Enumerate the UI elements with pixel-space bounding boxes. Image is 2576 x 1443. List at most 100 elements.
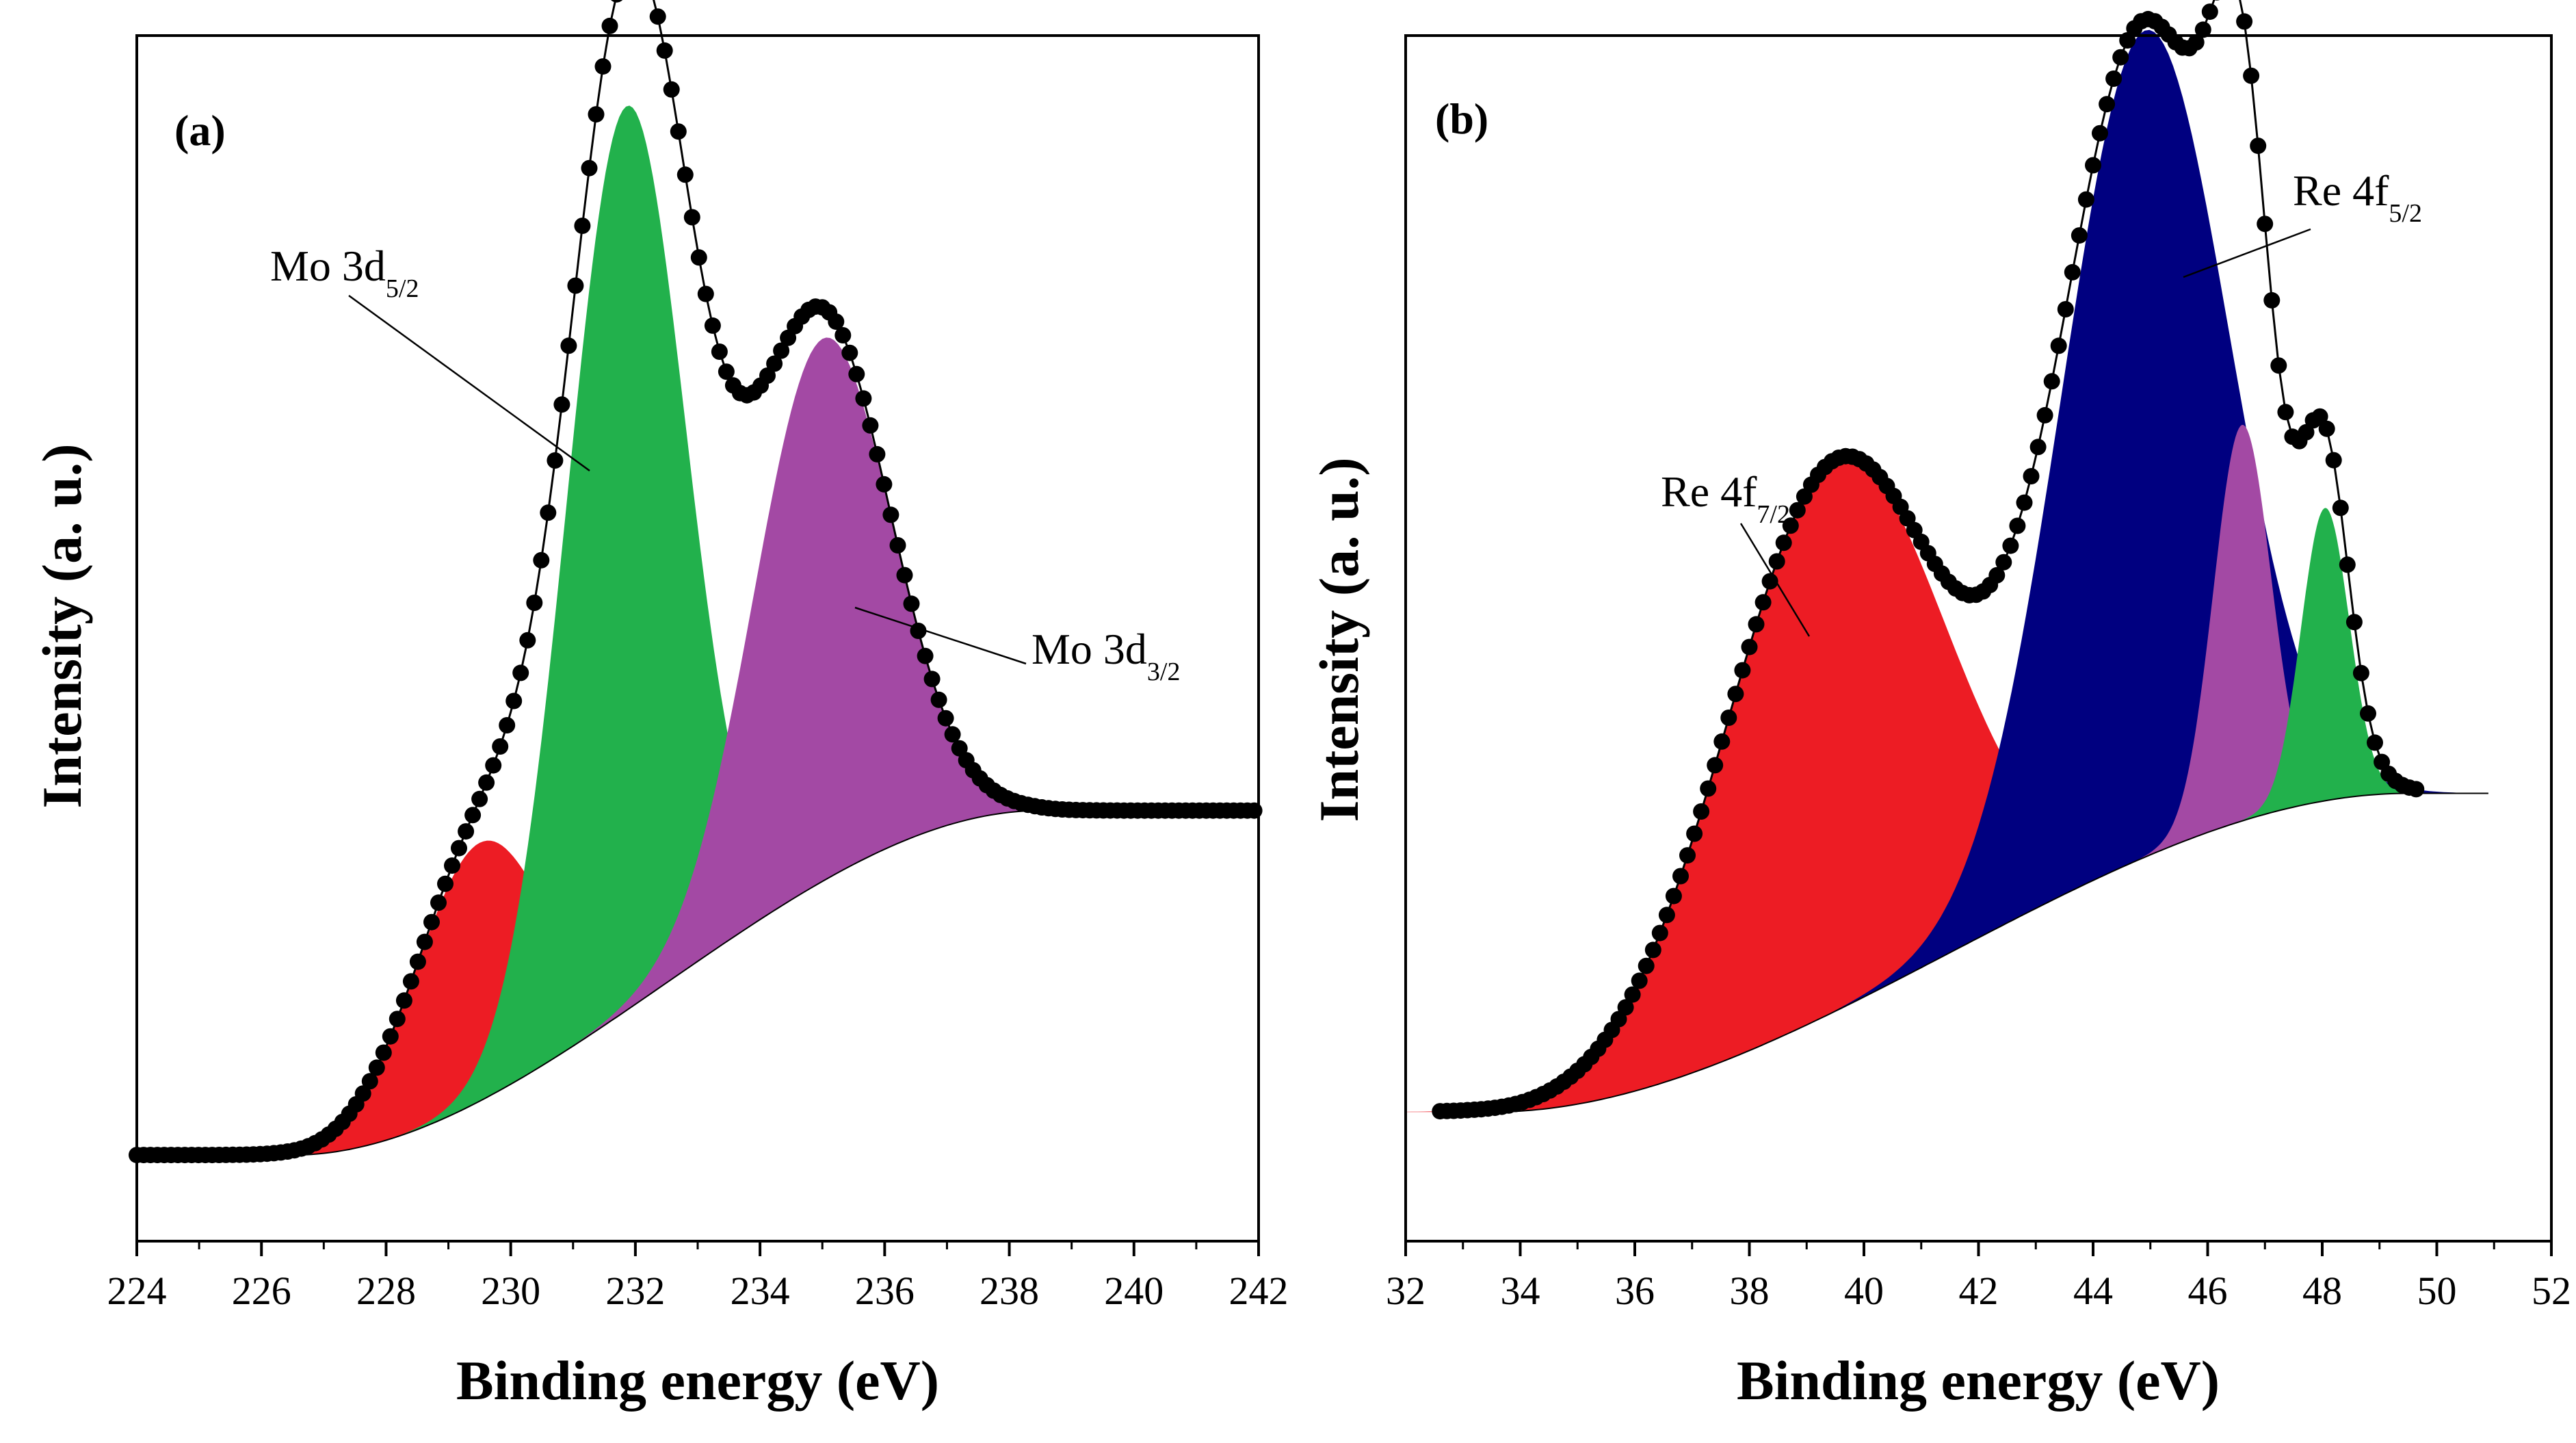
panel-b-peak-peak-green <box>2229 508 2421 825</box>
panel-b-plot-area <box>1406 0 2488 1120</box>
panel-b-data-point <box>1624 986 1641 1003</box>
panel-b-data-point <box>1651 924 1668 941</box>
panel-a-x-tick-label: 242 <box>1229 1269 1289 1313</box>
panel-a-x-tick-label: 232 <box>605 1269 665 1313</box>
panel-a-data-point <box>547 452 564 469</box>
panel-a-data-point <box>409 953 426 970</box>
panel-a-data-point <box>711 343 728 360</box>
panel-b-x-tick-label: 36 <box>1615 1269 1655 1313</box>
panel-a-data-point <box>485 757 502 774</box>
re-4f52-annotation: Re 4f5/2 <box>2293 166 2422 228</box>
panel-b-data-point <box>1720 710 1737 726</box>
panel-a-data-point <box>683 209 700 226</box>
panel-b-data-point <box>2339 556 2356 573</box>
panel-b-data-point <box>1707 757 1724 774</box>
panel-a-data-point <box>848 365 865 382</box>
panel-a-data-point <box>610 0 623 3</box>
panel-a-x-tick-label: 236 <box>855 1269 915 1313</box>
panel-a-data-point <box>697 285 714 302</box>
panel-b-data-point <box>2187 34 2205 51</box>
mo-3d52-annotation-subscript: 5/2 <box>386 274 419 303</box>
panel-a-data-point <box>458 823 475 840</box>
panel-b-data-point <box>1617 999 1634 1016</box>
panel-a-data-point <box>382 1028 399 1045</box>
panel-a-data-point <box>882 506 899 523</box>
panel-a-data-point <box>917 647 934 664</box>
panel-b-data-point <box>2105 70 2122 87</box>
panel-a-data-point <box>540 504 557 521</box>
panel-a-data-point <box>444 857 460 874</box>
panel-a-data-point <box>437 875 454 892</box>
panel-b-data-point <box>1734 662 1751 679</box>
panel-b-data-point <box>1686 825 1703 842</box>
panel-b-data-point <box>2374 753 2391 770</box>
panel-b-data-point <box>2345 614 2363 631</box>
panel-b-data-point <box>2236 13 2253 30</box>
panel-a-data-point <box>533 551 550 569</box>
mo-3d32-annotation-text: Mo 3d <box>1031 625 1147 673</box>
mo-3d52-leader-line <box>348 294 590 472</box>
panel-b-x-ticks: 32 34 36 38 40 42 44 46 48 50 52 <box>1386 1241 2571 1313</box>
panel-a-data-point <box>451 840 467 857</box>
panel-a-data-point <box>560 337 577 354</box>
panel-a-data-point <box>430 894 447 911</box>
panel-b-data-point <box>2263 291 2281 309</box>
panel-b-data-point <box>2270 357 2287 374</box>
panel-b-data-point <box>1754 594 1772 611</box>
panel-b-x-axis-title: Binding energy (eV) <box>1737 1349 2220 1412</box>
re-4f72-leader-line <box>1739 523 1811 637</box>
panel-a-x-tick-label: 238 <box>980 1269 1039 1313</box>
panel-a-data-point <box>656 42 673 59</box>
panel-a-data-point <box>841 344 858 361</box>
panel-b-data-point <box>2016 494 2033 511</box>
panel-a-data-point <box>368 1059 385 1076</box>
panel-a-data-point <box>499 717 516 733</box>
panel-a-data-point <box>601 17 618 34</box>
panel-b-data-point <box>2352 664 2369 681</box>
panel-b-x-tick-label: 44 <box>2073 1269 2113 1313</box>
panel-b-x-tick-label: 46 <box>2188 1269 2228 1313</box>
panel-b-data-point <box>2112 49 2129 66</box>
panel-b-data-point <box>2050 337 2067 354</box>
panel-b-x-tick-label: 34 <box>1501 1269 1540 1313</box>
panel-b-data-point <box>2408 781 2425 798</box>
panel-a-data-point <box>773 342 790 359</box>
panel-a-data-point <box>937 710 954 727</box>
panel-b-data-point <box>2009 517 2026 534</box>
panel-b-data-point <box>1748 616 1765 633</box>
panel-b-data-point <box>2367 734 2383 751</box>
panel-b-data-point <box>2002 537 2019 554</box>
panel-a-data-point <box>423 913 440 931</box>
panel-b-x-tick-label: 48 <box>2302 1269 2342 1313</box>
panel-a-data-point <box>416 933 433 950</box>
panel-a-data-point <box>676 166 694 183</box>
panel-b-label: (b) <box>1435 94 1488 143</box>
panel-b-x-tick-label: 42 <box>1959 1269 1999 1313</box>
panel-a-data-point <box>690 249 707 266</box>
mo-3d32-leader-line <box>854 606 1027 665</box>
panel-a-data-point <box>395 992 412 1009</box>
panel-a-data-point <box>759 367 776 384</box>
panel-a-data-point <box>869 445 886 463</box>
panel-b-data-point <box>2064 263 2081 281</box>
panel-b-data-point <box>2036 406 2053 424</box>
panel-a-data-point <box>923 671 941 688</box>
panel-a-data-point <box>766 355 783 372</box>
mo-3d52-annotation: Mo 3d5/2 <box>270 242 419 303</box>
panel-b-data-point <box>2092 125 2108 142</box>
panel-b-data-point <box>1768 553 1785 570</box>
panel-a-data-point <box>855 390 872 407</box>
panel-a-data-point <box>567 277 584 294</box>
panel-b-data-point <box>1995 554 2012 571</box>
panel-a-data-point <box>526 595 543 611</box>
panel-b-background-line <box>1434 792 2488 1113</box>
mo-3d52-annotation-text: Mo 3d <box>270 242 386 290</box>
panel-b-data-point <box>2298 424 2315 441</box>
panel-b-data-point <box>2311 408 2328 425</box>
panel-a-x-tick-label: 240 <box>1104 1269 1164 1313</box>
panel-a-data-point <box>361 1073 378 1090</box>
panel-b-data-point <box>2360 705 2376 722</box>
panel-b-data-point <box>2277 404 2294 421</box>
panel-a-data-point <box>492 738 509 755</box>
panel-b-data-point <box>2243 67 2260 84</box>
